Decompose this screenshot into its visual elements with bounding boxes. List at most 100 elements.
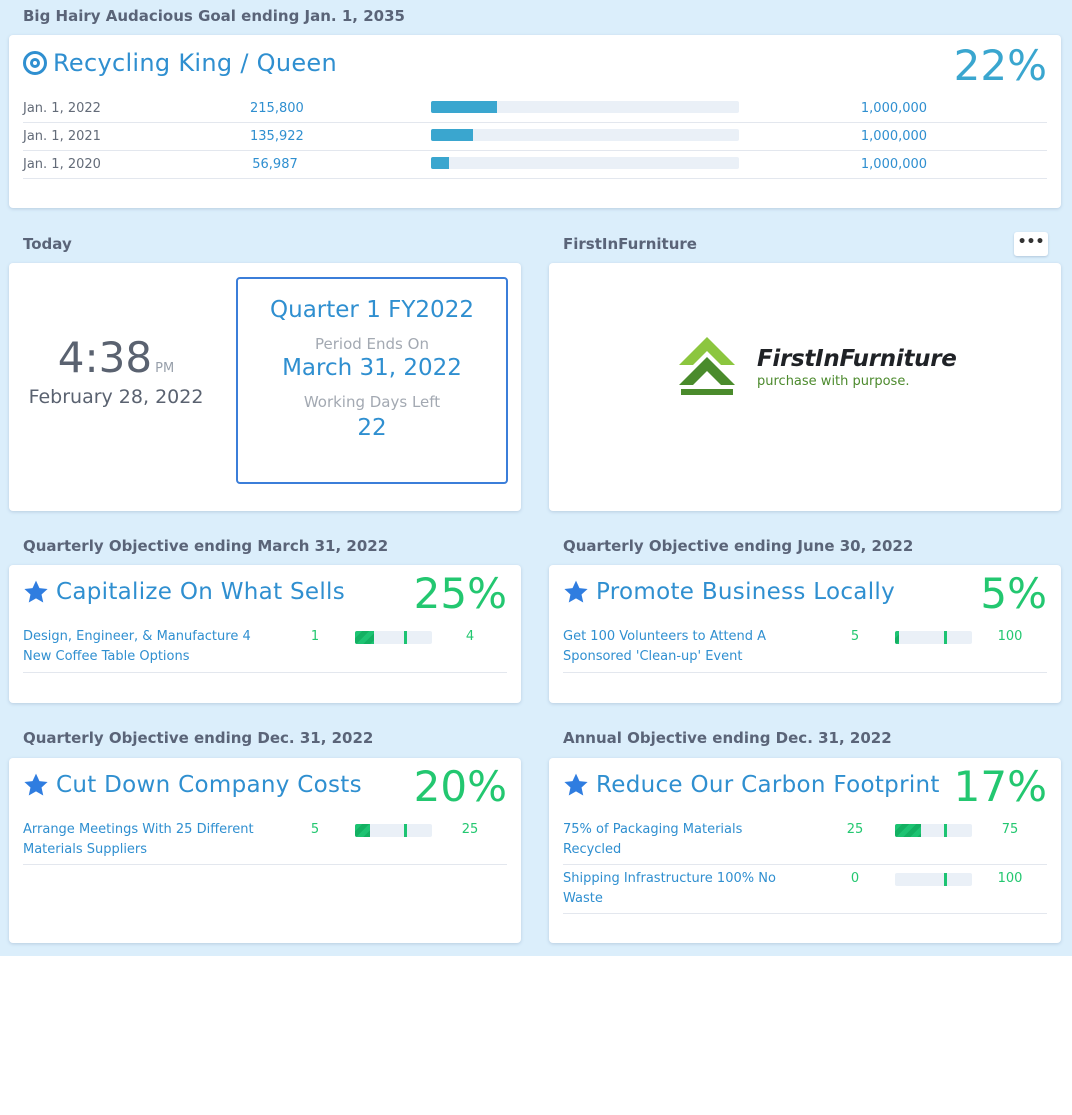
- bhag-title[interactable]: Recycling King / Queen: [53, 49, 338, 77]
- key-result-progress-fill: [895, 631, 899, 644]
- objective-header: Reduce Our Carbon Footprint: [563, 772, 940, 798]
- bhag-row-date: Jan. 1, 2021: [23, 129, 101, 144]
- objective-percent: 20%: [413, 762, 507, 811]
- company-logo: FirstInFurniture purchase with purpose.: [677, 335, 957, 399]
- objective-header: Capitalize On What Sells: [23, 579, 345, 605]
- bhag-row: Jan. 1, 2020 56,987 1,000,000: [23, 151, 1047, 179]
- today-section-title: Today: [23, 235, 72, 253]
- objective-percent: 25%: [413, 569, 507, 618]
- key-result-current[interactable]: 5: [850, 629, 860, 644]
- key-result-target[interactable]: 75: [1001, 822, 1019, 837]
- key-result-row: Arrange Meetings With 25 Different Mater…: [23, 820, 507, 865]
- objective-title[interactable]: Capitalize On What Sells: [56, 579, 346, 605]
- period-ends-label: Period Ends On: [315, 335, 429, 353]
- dashboard: Big Hairy Audacious Goal ending Jan. 1, …: [0, 0, 1072, 956]
- bhag-row-target[interactable]: 1,000,000: [860, 157, 928, 172]
- clock: 4:38 PM February 28, 2022: [9, 333, 223, 408]
- key-result-progress-fill: [895, 824, 921, 837]
- key-result-name[interactable]: Shipping Infrastructure 100% No Waste: [563, 871, 776, 906]
- key-result-progress-fill: [355, 631, 375, 644]
- key-result-progress-bar: [355, 631, 432, 644]
- bhag-row-date: Jan. 1, 2022: [23, 101, 101, 116]
- quarter-title: Quarter 1 FY2022: [270, 297, 474, 323]
- objective-header: Cut Down Company Costs: [23, 772, 362, 798]
- bhag-progress-bar: [431, 129, 739, 141]
- bhag-progress-fill: [431, 157, 449, 169]
- objective-percent: 17%: [953, 762, 1047, 811]
- key-result-name[interactable]: 75% of Packaging Materials Recycled: [563, 822, 743, 857]
- objective-card: Capitalize On What Sells 25% Design, Eng…: [9, 565, 521, 703]
- objective-card: Promote Business Locally 5% Get 100 Volu…: [549, 565, 1061, 703]
- bhag-progress-fill: [431, 129, 473, 141]
- objective-title[interactable]: Reduce Our Carbon Footprint: [596, 772, 940, 798]
- key-result-row: Shipping Infrastructure 100% No Waste 0 …: [563, 869, 1047, 914]
- objective-title[interactable]: Cut Down Company Costs: [56, 772, 362, 798]
- bhag-progress-bar: [431, 101, 739, 113]
- clock-time: 4:38: [57, 333, 153, 382]
- bhag-row-target[interactable]: 1,000,000: [860, 101, 928, 116]
- expected-progress-marker: [404, 824, 407, 837]
- period-end-date: March 31, 2022: [282, 355, 462, 381]
- key-result-current[interactable]: 5: [310, 822, 320, 837]
- expected-progress-marker: [944, 873, 947, 886]
- target-icon: [23, 51, 47, 75]
- key-result-target[interactable]: 4: [465, 629, 475, 644]
- bhag-row-value[interactable]: 56,987: [252, 157, 298, 172]
- objective-section-title: Annual Objective ending Dec. 31, 2022: [563, 729, 892, 747]
- chevron-logo-icon: [679, 337, 735, 395]
- bhag-header: Recycling King / Queen: [23, 49, 337, 77]
- star-icon: [24, 773, 48, 796]
- star-icon: [564, 773, 588, 796]
- key-result-name[interactable]: Arrange Meetings With 25 Different Mater…: [23, 822, 254, 857]
- clock-ampm: PM: [155, 361, 175, 376]
- key-result-progress-bar: [895, 824, 972, 837]
- bhag-row: Jan. 1, 2022 215,800 1,000,000: [23, 95, 1047, 123]
- key-result-progress-bar: [355, 824, 432, 837]
- key-result-current[interactable]: 25: [846, 822, 864, 837]
- objective-card: Cut Down Company Costs 20% Arrange Meeti…: [9, 758, 521, 943]
- objective-header: Promote Business Locally: [563, 579, 895, 605]
- key-result-name[interactable]: Get 100 Volunteers to Attend A Sponsored…: [563, 629, 767, 664]
- key-result-target[interactable]: 100: [997, 629, 1023, 644]
- company-logo-card: FirstInFurniture purchase with purpose.: [549, 263, 1061, 511]
- key-result-target[interactable]: 25: [461, 822, 479, 837]
- clock-date: February 28, 2022: [28, 386, 204, 408]
- objective-percent: 5%: [980, 569, 1047, 618]
- working-days-label: Working Days Left: [303, 393, 441, 411]
- star-icon: [564, 580, 588, 603]
- key-result-progress-bar: [895, 631, 972, 644]
- quarter-box: Quarter 1 FY2022 Period Ends On March 31…: [236, 277, 508, 484]
- objective-section-title: Quarterly Objective ending Dec. 31, 2022: [23, 729, 374, 747]
- bhag-card: Recycling King / Queen 22% Jan. 1, 2022 …: [9, 35, 1061, 208]
- logo-tagline: purchase with purpose.: [757, 373, 910, 389]
- key-result-progress-bar: [895, 873, 972, 886]
- expected-progress-marker: [944, 824, 947, 837]
- expected-progress-marker: [944, 631, 947, 644]
- objective-title[interactable]: Promote Business Locally: [596, 579, 895, 605]
- more-options-button[interactable]: •••: [1014, 232, 1048, 256]
- bhag-row-value[interactable]: 215,800: [250, 101, 304, 116]
- bhag-percent: 22%: [953, 41, 1047, 90]
- key-result-name[interactable]: Design, Engineer, & Manufacture 4 New Co…: [23, 629, 251, 664]
- key-result-row: Design, Engineer, & Manufacture 4 New Co…: [23, 627, 507, 673]
- objective-card: Reduce Our Carbon Footprint 17% 75% of P…: [549, 758, 1061, 943]
- key-result-row: 75% of Packaging Materials Recycled 25 7…: [563, 820, 1047, 865]
- bhag-row-target[interactable]: 1,000,000: [860, 129, 928, 144]
- working-days-left: 22: [357, 415, 387, 441]
- logo-name: FirstInFurniture: [757, 345, 957, 372]
- key-result-current[interactable]: 1: [310, 629, 320, 644]
- bhag-progress-fill: [431, 101, 498, 113]
- company-section-title: FirstInFurniture: [563, 235, 697, 253]
- today-card: 4:38 PM February 28, 2022 Quarter 1 FY202…: [9, 263, 521, 511]
- bhag-section-title: Big Hairy Audacious Goal ending Jan. 1, …: [23, 7, 405, 25]
- logo-text: FirstInFurniture purchase with purpose.: [757, 346, 957, 389]
- bhag-row-date: Jan. 1, 2020: [23, 157, 101, 172]
- expected-progress-marker: [404, 631, 407, 644]
- key-result-current[interactable]: 0: [850, 871, 860, 886]
- bhag-row-value[interactable]: 135,922: [250, 129, 304, 144]
- key-result-progress-fill: [355, 824, 371, 837]
- bhag-row: Jan. 1, 2021 135,922 1,000,000: [23, 123, 1047, 151]
- objective-section-title: Quarterly Objective ending March 31, 202…: [23, 537, 389, 555]
- key-result-target[interactable]: 100: [997, 871, 1023, 886]
- key-result-row: Get 100 Volunteers to Attend A Sponsored…: [563, 627, 1047, 673]
